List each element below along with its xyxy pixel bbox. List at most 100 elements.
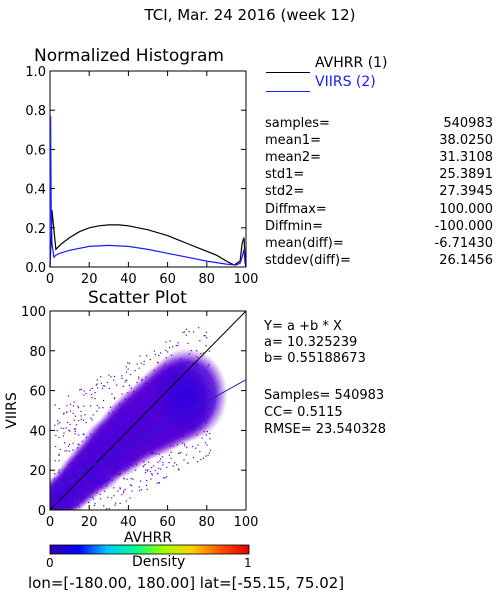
scatter-point bbox=[129, 463, 132, 465]
scatter-point bbox=[118, 473, 120, 475]
scatter-point bbox=[85, 421, 87, 424]
legend-label-avhrr: AVHRR (1) bbox=[315, 55, 388, 71]
scatter-point bbox=[154, 469, 156, 472]
scatter-point bbox=[167, 433, 169, 435]
scatter-point bbox=[141, 413, 143, 415]
scatter-point bbox=[62, 485, 64, 487]
scatter-point bbox=[179, 395, 181, 397]
scatter-point bbox=[123, 469, 125, 471]
scatter-point bbox=[199, 340, 201, 342]
scatter-point bbox=[204, 394, 206, 396]
scatter-point bbox=[146, 382, 148, 384]
scatter-point bbox=[144, 385, 146, 388]
scatter-point bbox=[123, 425, 125, 427]
scatter-point bbox=[62, 508, 65, 510]
regression-b: b= 0.55188673 bbox=[264, 351, 366, 366]
scatter-point bbox=[139, 355, 141, 357]
scatter-point bbox=[91, 447, 94, 449]
scatter-point bbox=[110, 423, 113, 425]
scatter-point bbox=[158, 453, 160, 455]
scatter-point bbox=[149, 434, 151, 436]
scatter-point bbox=[108, 374, 110, 376]
scatter-point bbox=[169, 340, 171, 342]
scatter-point bbox=[160, 380, 162, 383]
scatter-point bbox=[145, 382, 147, 384]
scatter-point bbox=[69, 410, 71, 412]
scatter-point bbox=[175, 344, 177, 347]
scatter-point bbox=[151, 451, 153, 453]
scatter-point bbox=[150, 382, 152, 385]
scatter-point bbox=[198, 374, 200, 376]
scatter-point bbox=[110, 474, 112, 476]
scatter-point bbox=[189, 407, 192, 409]
scatter-point bbox=[173, 425, 175, 427]
scatter-point bbox=[124, 381, 126, 383]
scatter-point bbox=[76, 455, 78, 457]
scatter-point bbox=[94, 503, 96, 505]
histogram-y-tick-label: 0.0 bbox=[25, 261, 46, 276]
scatter-point bbox=[96, 379, 99, 381]
scatter-point bbox=[121, 494, 123, 496]
scatter-point bbox=[153, 369, 155, 372]
scatter-point bbox=[64, 470, 66, 472]
scatter-point bbox=[92, 414, 94, 416]
stat-value: 25.3891 bbox=[439, 167, 493, 182]
scatter-point bbox=[71, 500, 74, 502]
scatter-point bbox=[199, 451, 201, 453]
scatter-point bbox=[130, 458, 132, 461]
scatter-point bbox=[91, 496, 94, 498]
scatter-point bbox=[77, 407, 80, 409]
scatter-point bbox=[74, 504, 76, 506]
scatter-point bbox=[195, 447, 197, 449]
scatter-point bbox=[168, 408, 170, 410]
scatter-point bbox=[67, 485, 69, 487]
scatter-point bbox=[199, 427, 202, 429]
scatter-point bbox=[130, 419, 133, 422]
scatter-point bbox=[178, 374, 180, 377]
scatter-point bbox=[87, 501, 90, 503]
scatter-y-tick-label: 100 bbox=[21, 305, 46, 320]
scatter-point bbox=[180, 452, 182, 454]
scatter-point bbox=[80, 418, 82, 421]
scatter-point bbox=[108, 387, 111, 389]
scatter-point bbox=[119, 472, 121, 475]
scatter-point bbox=[58, 453, 60, 455]
scatter-point bbox=[53, 478, 56, 480]
scatter-point bbox=[192, 331, 195, 333]
scatter-point bbox=[151, 472, 153, 475]
scatter-point bbox=[68, 450, 70, 452]
scatter-point bbox=[115, 502, 117, 504]
scatter-point bbox=[174, 385, 176, 387]
colorbar-title: Density bbox=[132, 554, 186, 570]
scatter-point bbox=[57, 420, 59, 422]
scatter-point bbox=[70, 468, 72, 471]
scatter-point bbox=[143, 363, 145, 366]
scatter-point bbox=[133, 438, 136, 440]
scatter-point bbox=[117, 435, 119, 438]
scatter-point bbox=[204, 385, 206, 387]
scatter-point bbox=[88, 472, 91, 474]
scatter-point bbox=[68, 443, 71, 446]
scatter-point bbox=[109, 418, 111, 420]
scatter-point bbox=[74, 430, 76, 432]
stat-key: stddev(diff)= bbox=[265, 253, 351, 268]
scatter-point bbox=[193, 369, 195, 371]
scatter-point bbox=[204, 442, 207, 444]
scatter-point bbox=[184, 443, 186, 445]
scatter-point bbox=[138, 455, 140, 457]
legend-label-viirs: VIIRS (2) bbox=[315, 74, 376, 90]
scatter-point bbox=[157, 413, 159, 415]
scatter-point bbox=[185, 334, 187, 336]
scatter-point bbox=[81, 440, 83, 443]
scatter-point bbox=[150, 427, 152, 429]
scatter-point bbox=[166, 466, 168, 469]
scatter-point bbox=[139, 447, 141, 449]
scatter-point bbox=[67, 504, 69, 506]
stat-std1: std1= 25.3891 bbox=[265, 167, 493, 183]
scatter-point bbox=[192, 456, 195, 459]
scatter-point bbox=[95, 384, 97, 386]
scatter-point bbox=[108, 508, 110, 510]
scatter-point bbox=[94, 438, 96, 440]
scatter-point bbox=[140, 420, 143, 422]
scatter-point bbox=[152, 434, 154, 436]
